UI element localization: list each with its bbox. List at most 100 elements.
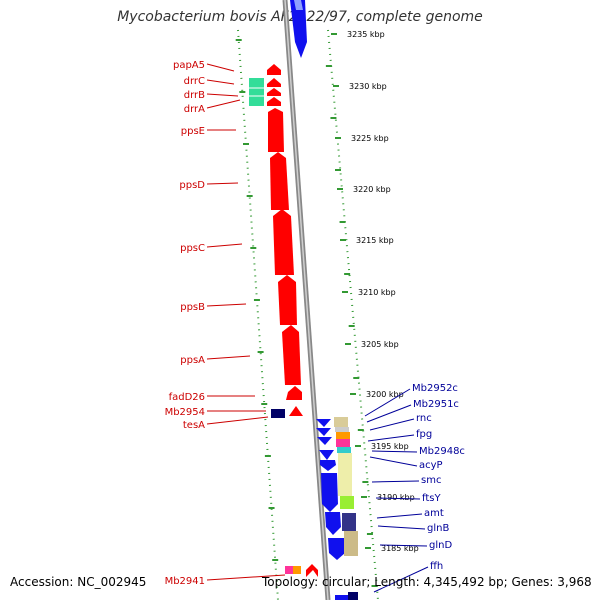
gene-label-ppsB[interactable]: ppsB [180,302,205,313]
leader-line [371,450,418,453]
kbp-label: 3195 kbp [371,442,409,451]
gene-label-ppsD[interactable]: ppsD [179,180,205,191]
kbp-label: 3230 kbp [349,82,387,91]
gene-Mb2941-block-2 [293,566,301,574]
gene-label-fpg[interactable]: fpg [416,429,432,440]
accession-label: Accession: NC_002945 [10,575,147,589]
leader-line [206,99,241,109]
leader-line [371,480,420,483]
gene-Mb2941-block-1 [285,566,293,574]
kbp-label: 3190 kbp [377,493,415,502]
gene-label-glnD[interactable]: glnD [429,540,452,551]
track-block [337,447,351,453]
leader-line [364,388,411,417]
gene-label-amt[interactable]: amt [424,508,444,519]
leader-line [375,497,421,500]
gene-label-Mb2948c[interactable]: Mb2948c [419,446,465,457]
gene-ppsA[interactable] [282,325,301,385]
track-block [336,439,350,447]
leader-line [206,574,286,581]
leader-line [376,513,423,519]
gene-tesA[interactable] [289,406,303,416]
leader-line [206,182,239,185]
gene-fadD26[interactable] [286,386,302,400]
kbp-label: 3235 kbp [347,30,385,39]
feature-track [334,417,358,600]
gene-label-ffh[interactable]: ffh [430,561,443,572]
gene-fpg[interactable] [319,450,334,460]
gene-ppsE[interactable] [268,108,284,152]
reverse-genes [316,419,348,600]
gene-label-ppsC[interactable]: ppsC [180,243,205,254]
gene-label-smc[interactable]: smc [421,475,441,486]
ruler-ticks [235,39,378,587]
gene-drrA[interactable] [267,97,281,106]
kbp-label: 3225 kbp [351,134,389,143]
track-block [344,531,358,556]
gene-label-Mb2941[interactable]: Mb2941 [165,576,205,587]
gene-papA5[interactable] [267,64,281,75]
gene-label-fadD26[interactable]: fadD26 [169,392,205,403]
gene-ffh[interactable] [335,595,348,600]
track-block [342,513,356,531]
right-gene-labels: Mb2952c Mb2951c rnc fpg Mb2948c acyP smc ftsY am… [364,383,465,593]
track-block [334,417,348,427]
leader-line [379,544,428,547]
leader-line [377,525,426,530]
kbp-label: 3200 kbp [366,390,404,399]
leader-line [206,416,269,425]
gene-label-ppsA[interactable]: ppsA [180,355,205,366]
gene-label-Mb2952c[interactable]: Mb2952c [412,383,458,394]
gene-ppsD[interactable] [270,152,289,210]
gene-ftsY[interactable] [325,512,341,535]
leader-line [206,243,243,248]
gene-drr-cluster[interactable] [249,78,264,106]
gene-label-ppsE[interactable]: ppsE [181,126,205,137]
leader-line [367,434,415,442]
gene-Mb2941[interactable] [306,564,318,577]
kbp-scale: 3235 kbp 3230 kbp 3225 kbp 3220 kbp 3215 kbp… [331,30,419,553]
gene-Mb2951c[interactable] [316,428,331,436]
gene-top-reverse[interactable] [290,0,307,58]
leader-line [206,303,247,307]
gene-Mb2952c[interactable] [316,419,331,427]
leader-line [206,63,235,72]
gene-label-rnc[interactable]: rnc [416,413,432,424]
forward-genes [267,64,318,577]
gene-label-acyP[interactable]: acyP [419,460,443,471]
gene-drrB[interactable] [267,88,281,96]
leader-line [369,456,418,467]
track-block [335,427,349,432]
gene-label-Mb2954[interactable]: Mb2954 [165,407,205,418]
gene-label-papA5[interactable]: papA5 [173,60,205,71]
gene-drrC[interactable] [267,78,281,87]
gene-Mb2948c[interactable] [320,460,336,471]
gene-smc[interactable] [321,473,338,512]
leader-line [206,355,251,360]
kbp-label: 3185 kbp [381,544,419,553]
leader-line [206,79,235,85]
gene-ppsB[interactable] [278,275,297,325]
gene-label-ftsY[interactable]: ftsY [422,493,441,504]
gene-glnD[interactable] [328,538,345,560]
track-block [348,592,358,600]
gene-rnc[interactable] [317,437,332,445]
leader-line [206,93,239,97]
gene-Mb2954[interactable] [271,409,285,418]
genome-summary: Topology: circular; Length: 4,345,492 bp… [262,575,592,589]
gene-ppsC[interactable] [273,209,294,275]
kbp-label: 3210 kbp [358,288,396,297]
gene-label-tesA[interactable]: tesA [183,420,205,431]
gene-label-Mb2951c[interactable]: Mb2951c [413,399,459,410]
kbp-label: 3215 kbp [356,236,394,245]
gene-label-glnB[interactable]: glnB [427,523,449,534]
backbone-inner [284,0,329,600]
gene-label-drrC[interactable]: drrC [184,76,205,87]
leader-line [369,418,415,431]
leader-line [373,566,429,593]
kbp-label: 3220 kbp [353,185,391,194]
gene-label-drrA[interactable]: drrA [184,104,205,115]
left-gene-labels: papA5 drrC drrB drrA ppsE ppsD ppsC ppsB ppsA fad… [165,60,286,587]
gene-label-drrB[interactable]: drrB [184,90,205,101]
